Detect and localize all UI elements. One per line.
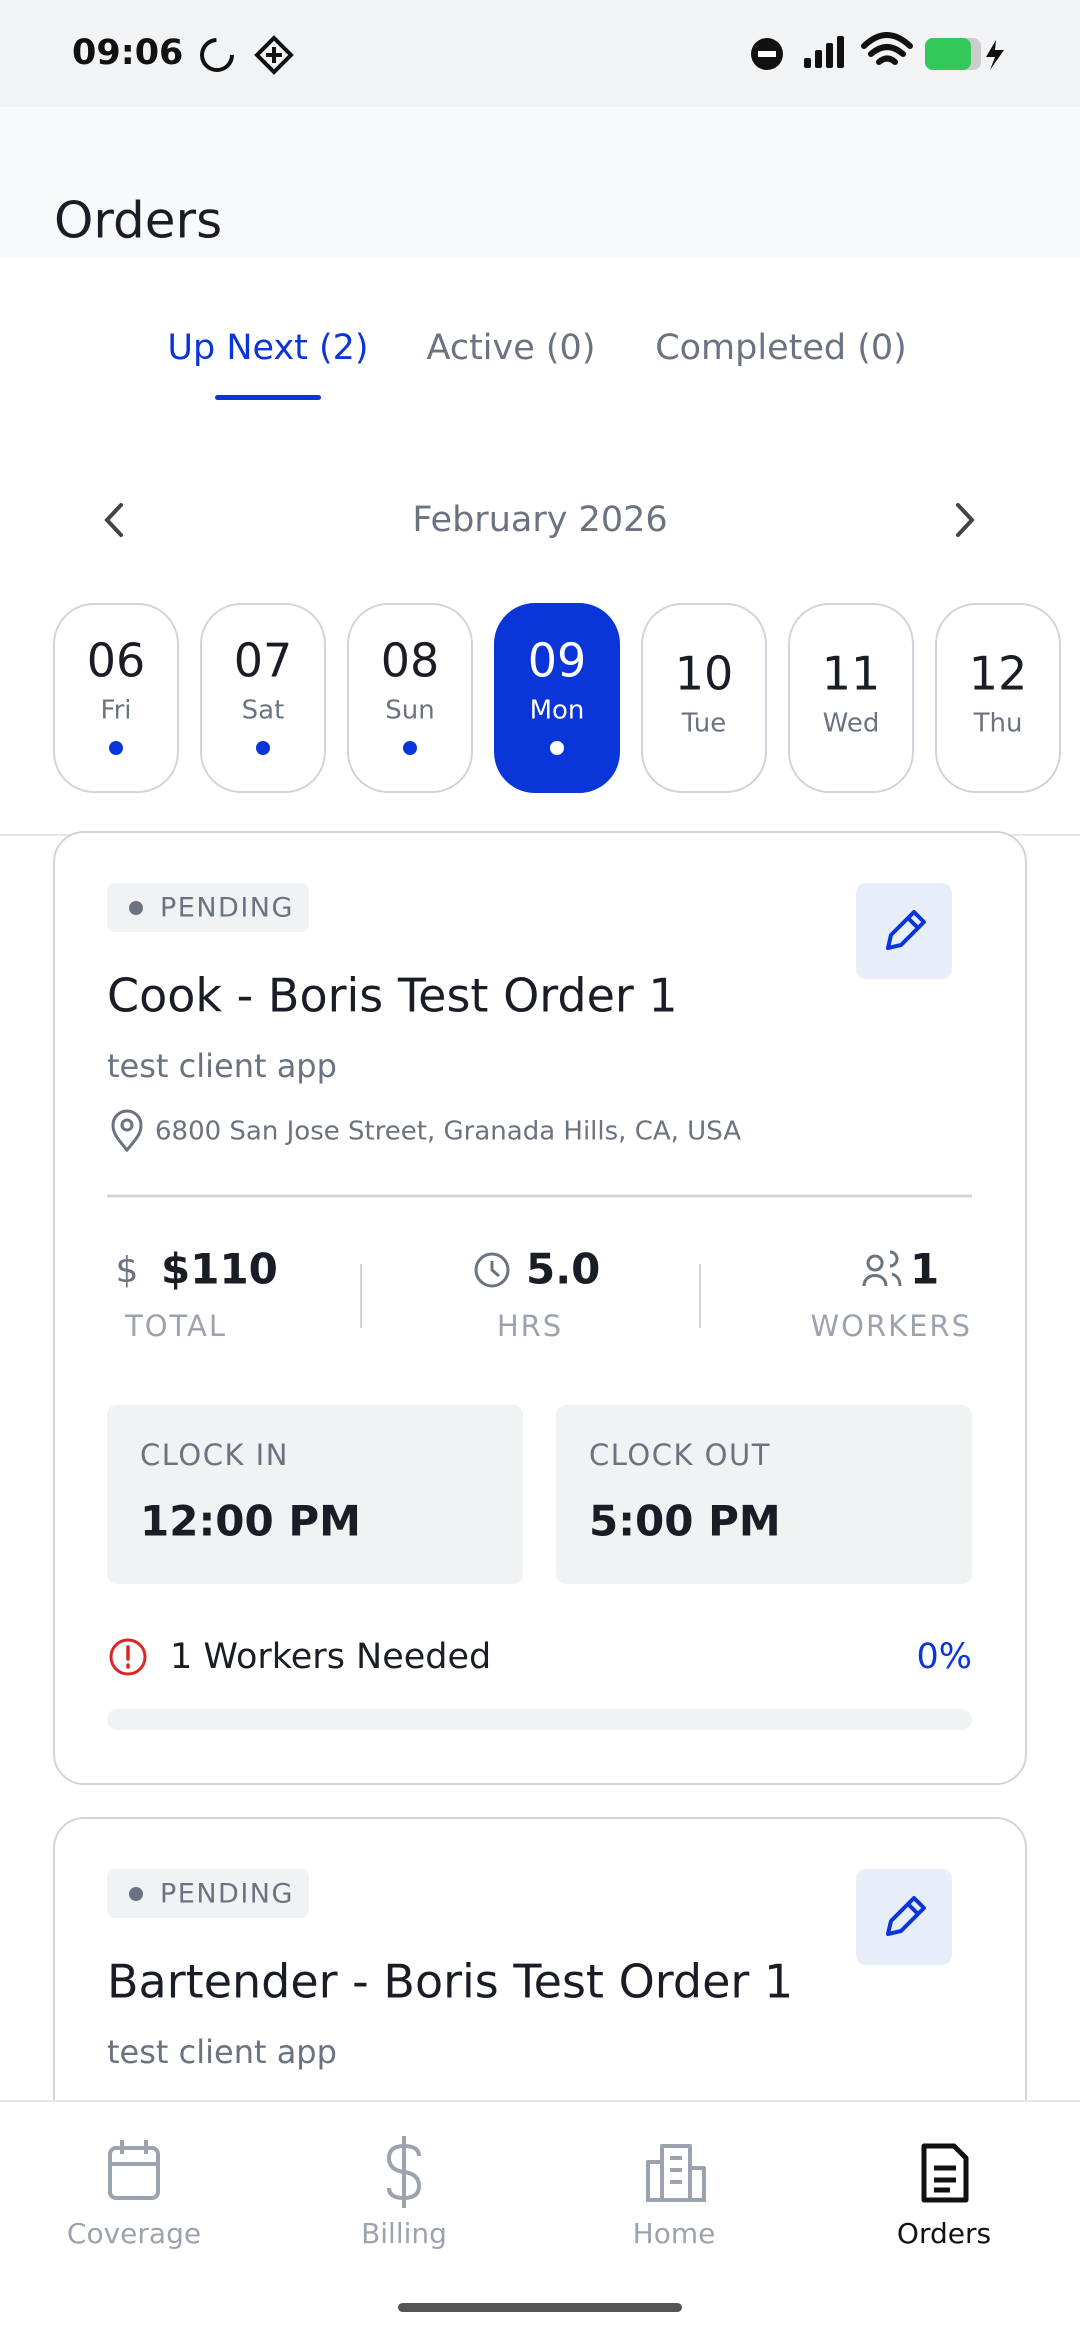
edit-icon xyxy=(886,1896,926,1936)
client-name: test client app xyxy=(107,1047,337,1085)
status-label: PENDING xyxy=(160,893,294,924)
day-weekday: Wed xyxy=(823,709,880,739)
time-label: CLOCK OUT xyxy=(589,1438,771,1472)
order-title: Cook - Boris Test Order 1 xyxy=(107,969,678,1023)
wifi-icon xyxy=(861,32,913,65)
status-dot xyxy=(129,901,143,915)
signal-icon xyxy=(804,36,844,68)
workers-label: WORKERS xyxy=(810,1309,972,1343)
nav-label[interactable]: Billing xyxy=(361,2217,447,2250)
time-value: 12:00 PM xyxy=(140,1497,361,1546)
nav-label[interactable]: Coverage xyxy=(67,2217,201,2250)
time-box xyxy=(107,1405,523,1584)
workers-needed: 1 Workers Needed xyxy=(170,1637,491,1677)
status-label: PENDING xyxy=(160,1879,294,1910)
time-value: 5:00 PM xyxy=(589,1497,781,1546)
loading-icon xyxy=(200,38,234,72)
day-pill[interactable]: 06 Fri xyxy=(53,603,179,793)
time-label: CLOCK IN xyxy=(140,1438,289,1472)
progress-label: 0% xyxy=(916,1637,972,1677)
order-card[interactable]: PENDING Cook - Boris Test Order 1 test cli… xyxy=(53,831,1027,1785)
day-bg xyxy=(200,603,326,793)
edit-icon xyxy=(886,910,926,950)
hours-value: 5.0 xyxy=(526,1245,600,1294)
day-pill[interactable]: 10 Tue xyxy=(641,603,767,793)
time-box xyxy=(556,1405,972,1584)
header xyxy=(0,107,1080,257)
bottom-nav xyxy=(0,2100,1080,2340)
day-weekday: Mon xyxy=(530,696,585,726)
clock-hands xyxy=(490,1261,500,1278)
day-bg xyxy=(641,603,767,793)
order-dot xyxy=(403,741,417,755)
home-indicator xyxy=(398,2303,682,2312)
day-date: 11 xyxy=(822,647,881,701)
nav-label[interactable]: Home xyxy=(633,2217,716,2250)
nav-icon-orders xyxy=(921,2143,969,2203)
day-bg xyxy=(788,603,914,793)
edit-button[interactable] xyxy=(856,1869,952,1965)
total-label: TOTAL xyxy=(124,1309,227,1343)
status-badge xyxy=(107,1869,309,1918)
status-badge xyxy=(107,883,309,932)
prev-month[interactable] xyxy=(104,503,123,537)
tab[interactable]: Active (0) xyxy=(427,328,596,368)
order-title: Bartender - Boris Test Order 1 xyxy=(107,1955,793,2009)
day-weekday: Fri xyxy=(101,696,132,726)
day-date: 12 xyxy=(969,647,1028,701)
day-bg xyxy=(935,603,1061,793)
day-date: 06 xyxy=(87,634,146,688)
day-bg xyxy=(494,603,620,793)
day-pill[interactable]: 09 Mon xyxy=(494,603,620,793)
day-pill[interactable]: 12 Thu xyxy=(935,603,1061,793)
day-weekday: Sun xyxy=(385,696,434,726)
day-date: 10 xyxy=(675,647,734,701)
hours-label: HRS xyxy=(497,1309,563,1343)
status-time: 09:06 xyxy=(72,33,183,73)
workers-icon xyxy=(862,1250,902,1287)
next-month[interactable] xyxy=(956,503,975,537)
day-pill[interactable]: 11 Wed xyxy=(788,603,914,793)
day-pill[interactable]: 08 Sun xyxy=(347,603,473,793)
pin-dot xyxy=(120,1118,134,1132)
day-date: 09 xyxy=(528,634,587,688)
nav-label[interactable]: Orders xyxy=(897,2217,991,2250)
day-weekday: Thu xyxy=(973,709,1023,739)
workers-value: 1 xyxy=(910,1245,939,1294)
battery-level xyxy=(925,38,971,70)
day-weekday: Tue xyxy=(681,709,726,739)
day-date: 08 xyxy=(381,634,440,688)
charging-icon xyxy=(986,40,1004,70)
order-dot xyxy=(109,741,123,755)
day-weekday: Sat xyxy=(242,696,285,726)
alert-icon xyxy=(109,1638,147,1676)
app-icon xyxy=(254,35,294,75)
order-dot xyxy=(550,741,564,755)
total-value: $110 xyxy=(161,1245,278,1294)
progress-track xyxy=(107,1709,972,1730)
client-name: test client app xyxy=(107,2033,337,2071)
dollar-icon: $ xyxy=(116,1250,139,1291)
edit-button[interactable] xyxy=(856,883,952,979)
month-label: February 2026 xyxy=(412,500,667,540)
day-pill[interactable]: 07 Sat xyxy=(200,603,326,793)
tab[interactable]: Up Next (2) xyxy=(167,328,368,368)
address: 6800 San Jose Street, Granada Hills, CA,… xyxy=(155,1117,741,1147)
day-bg xyxy=(53,603,179,793)
day-bg xyxy=(347,603,473,793)
clock-icon xyxy=(474,1252,510,1288)
tab-indicator xyxy=(215,395,321,400)
order-dot xyxy=(256,741,270,755)
pin-icon xyxy=(111,1109,143,1153)
dnd-bar xyxy=(758,51,776,57)
day-date: 07 xyxy=(234,634,293,688)
status-dot xyxy=(129,1887,143,1901)
page-title: Orders xyxy=(54,192,222,250)
nav-icons xyxy=(108,2136,706,2208)
tab[interactable]: Completed (0) xyxy=(655,328,907,368)
